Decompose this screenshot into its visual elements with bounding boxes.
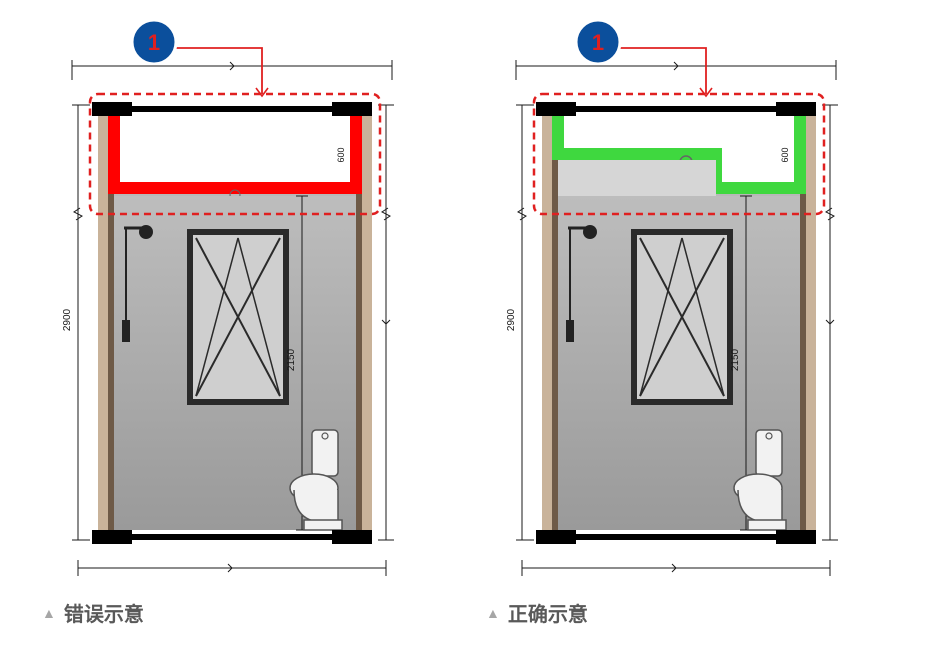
triangle-icon: ▲ bbox=[486, 605, 500, 621]
caption-text: 错误示意 bbox=[64, 598, 144, 627]
dim-room-height: 2900 bbox=[62, 308, 73, 331]
diagram-wrong: 2900 bbox=[42, 20, 422, 580]
panel-wrong: 2900 bbox=[42, 20, 442, 627]
caption-text: 正确示意 bbox=[508, 598, 588, 627]
badge-number: 1 bbox=[592, 30, 604, 55]
caption-wrong: ▲ 错误示意 bbox=[42, 598, 442, 627]
triangle-icon: ▲ bbox=[42, 605, 56, 621]
panel-correct: 2900 bbox=[486, 20, 886, 627]
dim-room-height: 2900 bbox=[506, 308, 517, 331]
dim-clear-height: 2150 bbox=[730, 348, 741, 371]
diagram-correct: 2900 bbox=[486, 20, 866, 580]
badge-number: 1 bbox=[148, 30, 160, 55]
dim-clear-height: 2150 bbox=[286, 348, 297, 371]
dim-ceiling-drop: 600 bbox=[336, 147, 346, 162]
dim-ceiling-drop: 600 bbox=[780, 147, 790, 162]
caption-correct: ▲ 正确示意 bbox=[486, 598, 886, 627]
